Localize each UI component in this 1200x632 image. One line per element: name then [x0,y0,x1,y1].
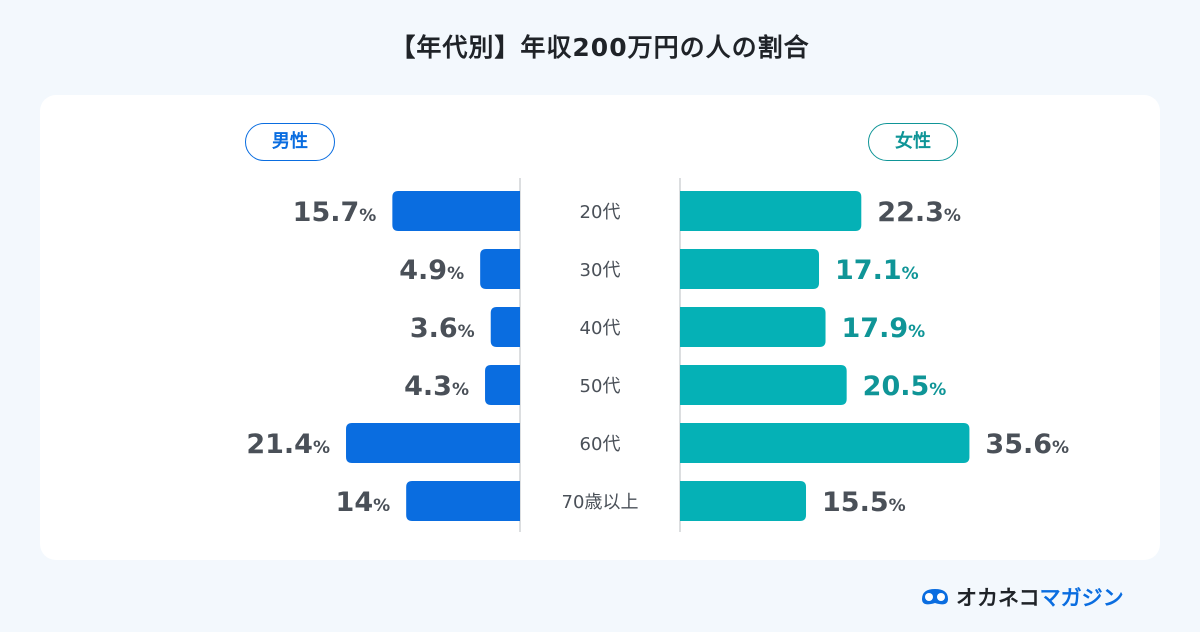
data-label-female: 15.5% [822,487,906,518]
data-label-female: 35.6% [985,429,1069,460]
bar-male [406,481,520,521]
logo: オカネコ マガジン [920,582,1124,612]
bar-male [346,423,520,463]
data-label-male: 3.6% [410,313,475,344]
bar-male [490,307,520,347]
bar-male [480,249,520,289]
bar-female [680,423,970,463]
data-label-male: 14% [336,487,391,518]
category-label: 40代 [580,318,621,339]
bar-male [485,365,520,405]
logo-text-1: オカネコ [956,586,1040,610]
data-label-female: 17.9% [842,313,926,344]
bar-female [680,307,826,347]
data-label-male: 4.3% [404,371,469,402]
data-label-female: 20.5% [863,371,947,402]
data-label-male: 4.9% [399,255,464,286]
data-label-female: 22.3% [877,197,961,228]
category-label: 50代 [580,376,621,397]
legend-female: 女性 [868,123,958,161]
logo-text-2: マガジン [1039,586,1124,610]
data-label-male: 15.7% [293,197,377,228]
data-label-male: 21.4% [246,429,330,460]
bar-female [680,481,807,521]
chart-card [40,95,1160,560]
category-label: 60代 [580,434,621,455]
logo-icon [922,589,948,605]
bar-female [680,191,862,231]
category-label: 70歳以上 [562,492,639,513]
bar-female [680,365,847,405]
bar-female [680,249,820,289]
bar-male [392,191,520,231]
category-label: 30代 [580,260,621,281]
chart-title: 【年代別】年収200万円の人の割合 [390,33,810,62]
legend-male: 男性 [245,123,335,161]
category-label: 20代 [580,202,621,223]
data-label-female: 17.1% [835,255,919,286]
